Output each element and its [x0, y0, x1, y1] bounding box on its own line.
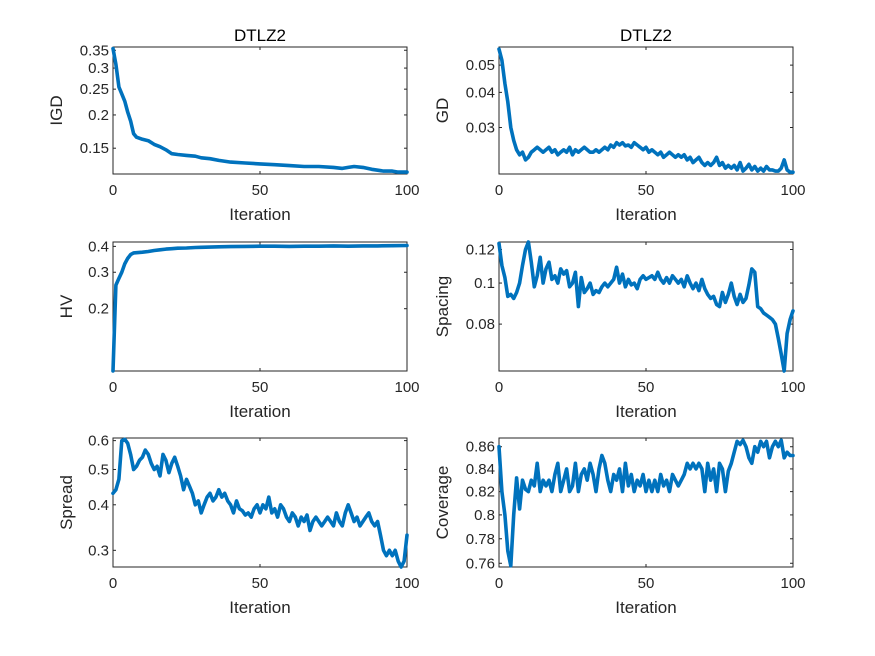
y-tick-label: 0.76 [466, 555, 495, 572]
x-tick-label: 100 [780, 575, 805, 592]
x-tick-label: 0 [495, 379, 503, 396]
x-tick-label: 0 [495, 575, 503, 592]
axes-box [112, 241, 408, 372]
y-tick-label: 0.2 [88, 301, 109, 318]
series-line [111, 46, 409, 174]
y-axis-label: Spread [57, 475, 76, 530]
y-tick-label: 0.78 [466, 531, 495, 548]
y-tick-label: 0.12 [466, 242, 495, 259]
x-axis-label: Iteration [229, 205, 290, 224]
chart-title: DTLZ2 [234, 26, 286, 45]
y-tick-label: 0.08 [466, 316, 495, 333]
y-axis-label: IGD [47, 95, 66, 125]
x-axis-label: Iteration [229, 402, 290, 421]
chart-1: 0 50 100 0.15 0.2 0.25 0.30.35 Iteration IGD DTLZ… [47, 26, 420, 224]
x-tick-label: 100 [394, 575, 419, 592]
y-tick-label: 0.82 [466, 484, 495, 501]
series-line [497, 240, 795, 373]
y-tick-label: 0.05 [466, 57, 495, 74]
y-tick-label: 0.3 [88, 264, 109, 281]
y-tick-label: 0.84 [466, 461, 495, 478]
axes-box [112, 46, 408, 175]
x-tick-label: 50 [252, 379, 269, 396]
y-tick-label: 0.1 [474, 275, 495, 292]
y-tick-label: 0.35 [80, 42, 109, 59]
x-axis-label: Iteration [615, 598, 676, 617]
chart-4: 0 50 100 0.08 0.1 0.12 Iteration Spacing [433, 240, 806, 421]
x-tick-label: 50 [638, 575, 655, 592]
chart-5: 0 50 100 0.3 0.4 0.5 0.6 Iteration Spread [57, 433, 420, 617]
y-axis-label: HV [57, 294, 76, 318]
x-tick-label: 0 [495, 182, 503, 199]
y-tick-label: 0.5 [88, 461, 109, 478]
y-tick-label: 0.04 [466, 84, 495, 101]
chart-6: 0 50 100 0.76 0.78 0.8 0.82 0.84 0.86 Iteration Co… [433, 437, 806, 617]
y-tick-label: 0.86 [466, 439, 495, 456]
series-line [497, 47, 795, 174]
x-axis-label: Iteration [615, 402, 676, 421]
y-tick-label: 0.3 [88, 542, 109, 559]
y-axis-label: Coverage [433, 466, 452, 540]
x-axis-label: Iteration [615, 205, 676, 224]
y-tick-label: 0.15 [80, 140, 109, 157]
x-tick-label: 50 [252, 575, 269, 592]
y-tick-label: 0.4 [88, 497, 109, 514]
y-tick-label: 0.2 [88, 107, 109, 124]
series-line [111, 243, 409, 373]
y-axis-label: GD [433, 98, 452, 124]
y-axis-label: Spacing [433, 276, 452, 337]
y-tick-label: 0.25 [80, 81, 109, 98]
x-tick-label: 100 [394, 182, 419, 199]
series-line [497, 438, 795, 568]
chart-title: DTLZ2 [620, 26, 672, 45]
x-tick-label: 100 [394, 379, 419, 396]
y-tick-label: 0.4 [88, 238, 109, 255]
x-tick-label: 0 [109, 182, 117, 199]
series-line [111, 437, 409, 569]
x-tick-label: 100 [780, 182, 805, 199]
chart-3: 0 50 100 0.2 0.3 0.4 Iteration HV [57, 238, 420, 421]
x-tick-label: 0 [109, 379, 117, 396]
x-axis-label: Iteration [229, 598, 290, 617]
x-tick-label: 50 [252, 182, 269, 199]
axes-box [498, 46, 794, 175]
axes-box [498, 241, 794, 372]
axes-box [112, 437, 408, 568]
y-tick-label: 0.3 [88, 60, 109, 77]
y-tick-label: 0.03 [466, 120, 495, 137]
x-tick-label: 0 [109, 575, 117, 592]
x-tick-label: 50 [638, 379, 655, 396]
x-tick-label: 100 [780, 379, 805, 396]
chart-2: 0 50 100 0.03 0.04 0.05 Iteration GD DTLZ2 [433, 26, 806, 224]
axes-box [498, 437, 794, 568]
y-tick-label: 0.6 [88, 433, 109, 450]
y-tick-label: 0.8 [474, 507, 495, 524]
x-tick-label: 50 [638, 182, 655, 199]
